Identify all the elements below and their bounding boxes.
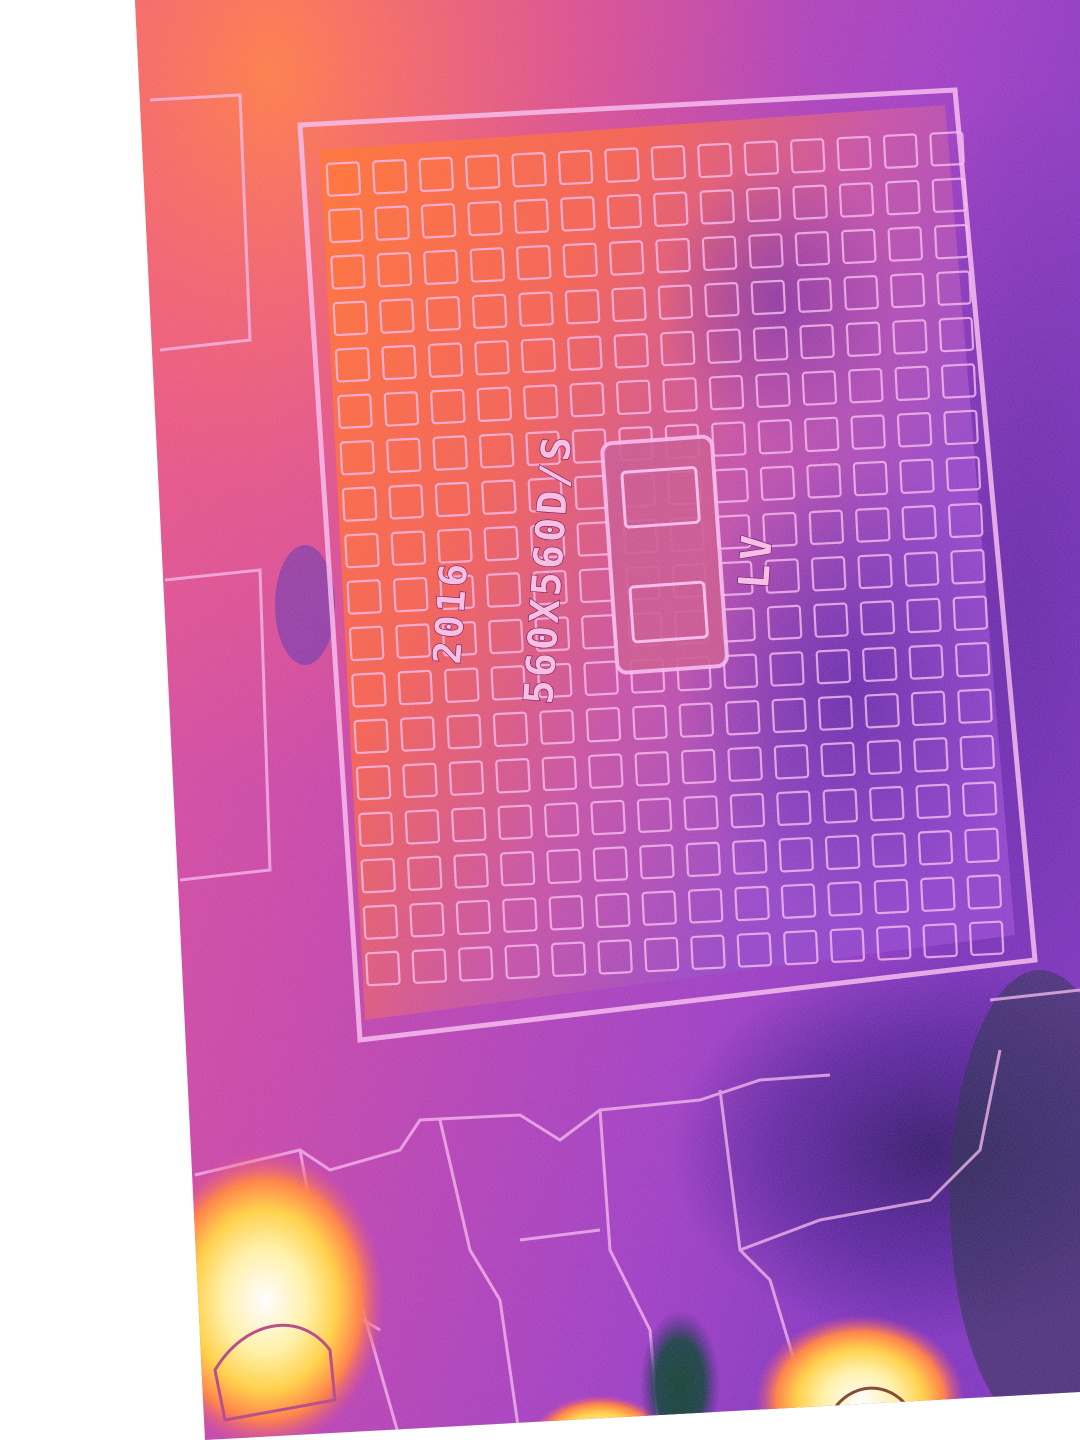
cover-year-text: 2016 — [425, 559, 476, 665]
cover-code-text: LV — [729, 531, 782, 591]
